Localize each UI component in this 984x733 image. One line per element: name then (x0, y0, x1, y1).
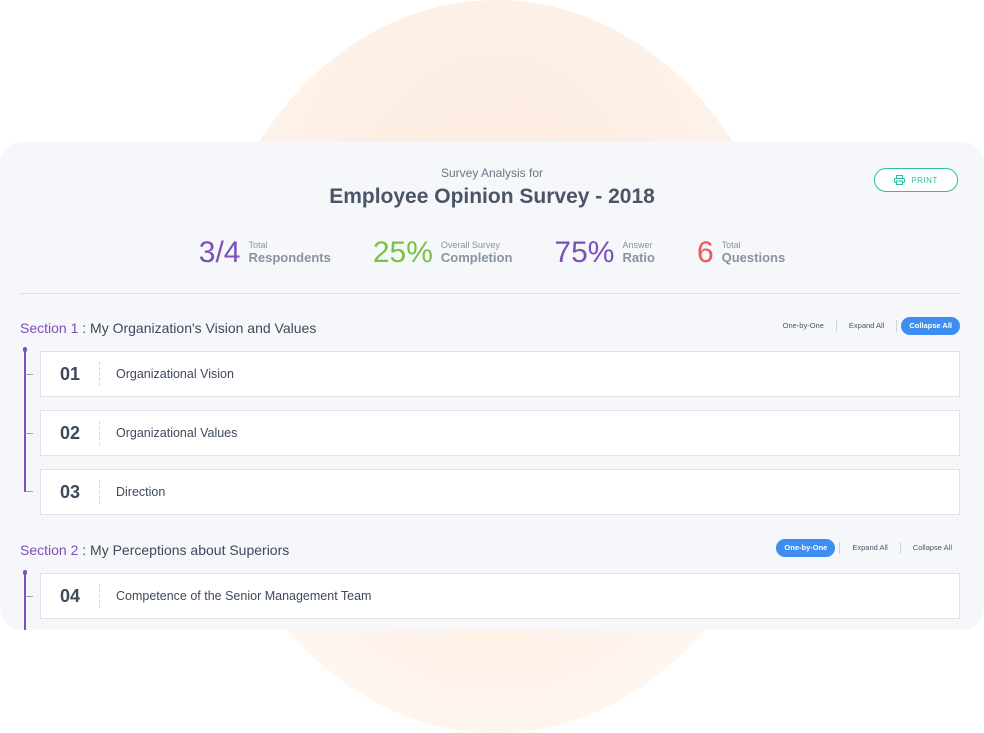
section-separator: : (78, 542, 91, 558)
question-number: 01 (59, 363, 81, 384)
stat-questions: 6 Total Questions (697, 238, 785, 268)
question-label: Direction (116, 485, 166, 499)
question-label: Organizational Vision (116, 367, 234, 381)
stat-small-label: Overall Survey (440, 239, 500, 250)
section-2-controls: One-by-One Expand All Collapse All (776, 539, 960, 557)
stat-big-label: Ratio (622, 249, 655, 265)
stat-small-label: Answer (622, 239, 653, 250)
question-row[interactable]: 04 Competence of the Senior Management T… (40, 573, 960, 619)
timeline-tick (25, 433, 33, 434)
timeline-line (24, 349, 26, 492)
section-name: My Organization's Vision and Values (90, 320, 317, 336)
stat-respondents: 3/4 Total Respondents (199, 238, 331, 268)
timeline-line (24, 572, 26, 630)
question-row[interactable]: 02 Organizational Values (40, 410, 960, 456)
stat-big-label: Questions (721, 249, 786, 265)
one-by-one-button[interactable]: One-by-One (782, 321, 824, 330)
stat-answer-ratio: 75% Answer Ratio (554, 238, 655, 268)
timeline-tick (25, 596, 33, 597)
stat-value: 3/4 (198, 236, 241, 269)
section-separator: : (78, 320, 91, 336)
question-row[interactable]: 03 Direction (40, 469, 960, 515)
section-number: Section 1 (20, 320, 79, 336)
question-number: 02 (59, 422, 81, 443)
question-number: 04 (59, 585, 81, 606)
collapse-all-button[interactable]: Collapse All (901, 317, 960, 335)
print-label: PRINT (911, 175, 938, 185)
timeline-tick (25, 374, 33, 375)
stat-value: 75% (554, 236, 615, 269)
question-separator (99, 421, 100, 445)
survey-card: Survey Analysis for Employee Opinion Sur… (0, 142, 984, 630)
question-separator (99, 584, 100, 608)
stat-value: 6 (696, 236, 714, 269)
expand-all-button[interactable]: Expand All (848, 321, 885, 330)
collapse-all-button[interactable]: Collapse All (912, 543, 952, 552)
control-separator (835, 320, 837, 332)
section-1-title: Section 1 : My Organization's Vision and… (20, 320, 316, 336)
one-by-one-button[interactable]: One-by-One (776, 539, 836, 557)
control-separator (839, 542, 841, 554)
section-name: My Perceptions about Superiors (90, 542, 290, 558)
section-2-title: Section 2 : My Perceptions about Superio… (20, 542, 289, 558)
stat-small-label: Total (721, 239, 741, 250)
print-button[interactable]: PRINT (874, 168, 958, 192)
question-label: Organizational Values (116, 426, 238, 440)
section-1-controls: One-by-One Expand All Collapse All (775, 317, 960, 335)
question-separator (99, 480, 100, 504)
section-number: Section 2 (20, 542, 79, 558)
question-number: 03 (59, 481, 81, 502)
stat-small-label: Total (248, 239, 268, 250)
printer-icon (894, 175, 906, 185)
stat-value: 25% (372, 236, 433, 269)
page-subtitle: Survey Analysis for (440, 166, 544, 180)
stats-bar: 3/4 Total Respondents 25% Overall Survey… (0, 238, 984, 268)
control-separator (896, 320, 898, 332)
stat-completion: 25% Overall Survey Completion (373, 238, 513, 268)
page-title: Employee Opinion Survey - 2018 (329, 185, 655, 208)
divider (20, 293, 960, 294)
timeline-tick (25, 491, 33, 492)
stat-big-label: Completion (440, 249, 513, 265)
question-separator (99, 362, 100, 386)
control-separator (899, 542, 901, 554)
expand-all-button[interactable]: Expand All (852, 543, 888, 552)
question-row[interactable]: 01 Organizational Vision (40, 351, 960, 397)
question-label: Competence of the Senior Management Team (116, 589, 372, 603)
stat-big-label: Respondents (248, 249, 331, 265)
